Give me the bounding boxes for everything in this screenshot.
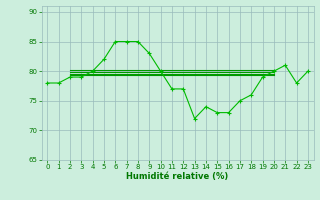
X-axis label: Humidité relative (%): Humidité relative (%) xyxy=(126,172,229,181)
